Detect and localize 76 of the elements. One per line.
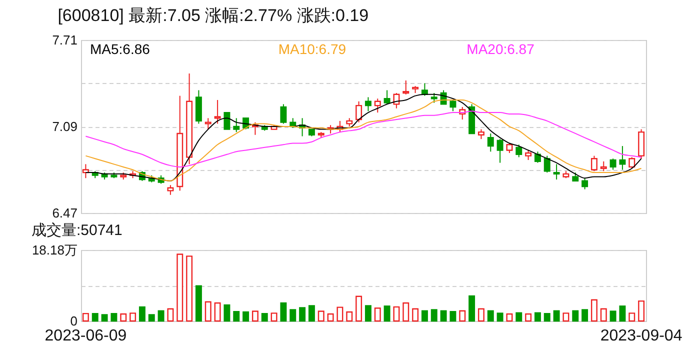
chart-title: [600810] 最新:7.05 涨幅:2.77% 涨跌:0.19 [58,6,369,25]
bar [440,310,447,322]
x-tick-label: 2023-09-04 [600,328,682,344]
bar [562,312,570,322]
candlestick [619,146,626,170]
bar [233,311,240,322]
bar [110,312,118,322]
bar [336,306,344,322]
bar [242,311,250,322]
bar [130,312,136,322]
bar [176,254,184,322]
bar [628,312,636,322]
bar [430,309,438,322]
bar [582,309,588,322]
bar [412,308,419,322]
bar [214,302,221,322]
bar [506,313,513,322]
bar [553,310,560,322]
y-tick-label: 0 [70,314,78,328]
candlestick [553,164,560,180]
candlestick [82,164,89,179]
bar [544,312,550,322]
bar [327,313,334,322]
bar [204,301,212,322]
text: MA20:6.87 [466,41,535,57]
text: MA10:6.79 [278,41,346,57]
bar [138,306,146,322]
bar [478,308,484,322]
bar [270,312,278,322]
bar [101,314,108,322]
bar [393,306,400,322]
bar [195,285,202,322]
bar [572,310,579,322]
bar [318,310,324,322]
candlestick [364,96,372,112]
bar [590,299,598,322]
y-tick-label: 7.09 [52,119,78,134]
bar [468,295,476,322]
bar [487,310,494,322]
bar [120,313,127,322]
bar [384,306,390,322]
bar [610,310,616,322]
text: MA5:6.86 [90,41,150,57]
bar [638,300,645,322]
bar [82,312,89,322]
bar [308,305,315,322]
bar [534,312,541,322]
bar [158,310,164,322]
bar [224,304,230,322]
bar [290,309,296,322]
chart-title: 成交量:50741 [31,222,122,239]
bar [148,314,155,322]
y-tick-label: 7.71 [52,32,78,48]
bar [261,312,268,322]
bar [600,308,607,322]
bar [402,302,410,322]
x-tick-label: 2023-06-09 [44,328,127,344]
bar [459,310,466,322]
bar [167,308,174,322]
bar [299,307,306,322]
bar [252,310,258,322]
bar [496,312,504,322]
bar [186,256,193,322]
bar [356,296,362,322]
bar [619,306,626,322]
y-tick-label: 6.47 [52,206,78,220]
bar [280,302,287,322]
bar [421,310,428,322]
bar [450,311,456,322]
bar [92,312,98,322]
bar [374,308,381,322]
bar [516,312,522,322]
y-tick-label: 18.18万 [32,242,78,258]
bar [364,305,372,322]
bar [525,313,532,322]
bar [346,311,353,322]
